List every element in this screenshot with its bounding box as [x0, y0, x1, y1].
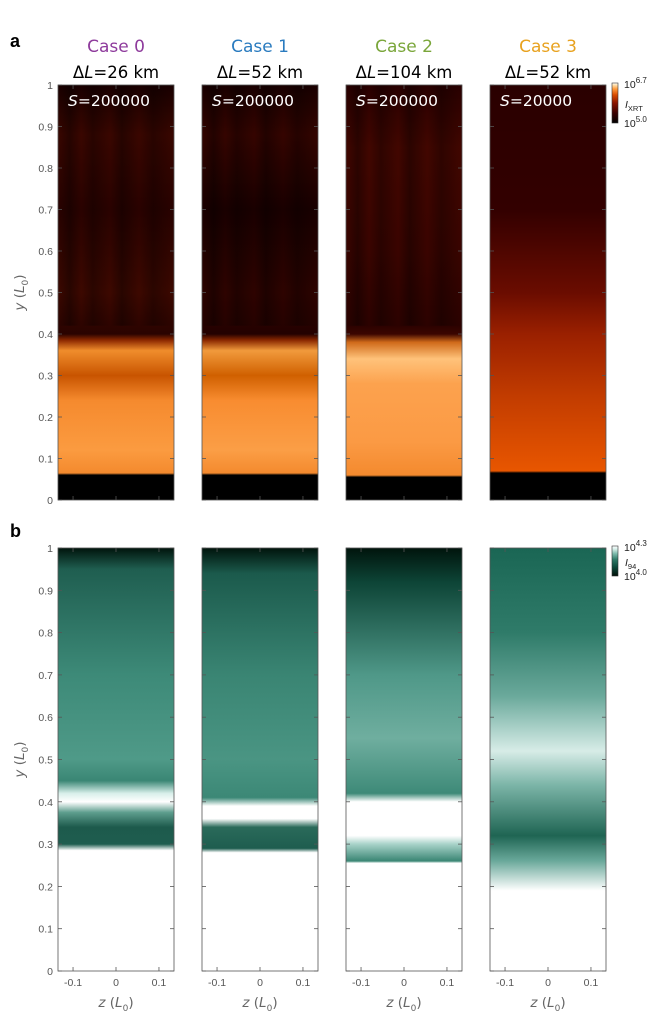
x-axis-label: z (L0): [529, 995, 565, 1014]
delta-l-label: ΔL=26 km: [73, 63, 159, 82]
loop-streaks: [202, 85, 318, 326]
x-tick-label: 0: [401, 977, 407, 989]
intensity-map: [202, 548, 318, 971]
colorbar-max-label: 104.3: [624, 539, 647, 554]
x-tick-label: 0.1: [440, 977, 455, 989]
y-tick-label: 0.3: [38, 839, 53, 851]
y-tick-label: 0.4: [38, 329, 53, 341]
x-tick-label: -0.1: [496, 977, 514, 989]
x-tick-label: -0.1: [64, 977, 82, 989]
y-tick-label: 0: [47, 495, 53, 507]
colorbar-min-label: 105.0: [624, 115, 647, 130]
intensity-map: [490, 548, 606, 971]
y-tick-label: 0.5: [38, 755, 53, 767]
colorbar-min-label: 104.0: [624, 568, 647, 583]
y-tick-label: 0.7: [38, 205, 53, 217]
y-tick-label: 0.7: [38, 670, 53, 682]
y-axis-label: y (L0): [12, 274, 31, 311]
y-tick-label: 0.2: [38, 881, 53, 893]
loop-streaks: [58, 85, 174, 326]
y-tick-label: 0.4: [38, 797, 53, 809]
y-tick-label: 0.8: [38, 628, 53, 640]
colorbar: [611, 545, 619, 577]
colorbar-title: IXRT: [625, 99, 643, 113]
y-tick-label: 0.6: [38, 246, 53, 258]
x-tick-label: 0: [257, 977, 263, 989]
lundquist-label: S=200000: [68, 92, 150, 110]
delta-l-label: ΔL=52 km: [505, 63, 591, 82]
intensity-map: [490, 85, 606, 500]
panel-letter: a: [10, 31, 21, 51]
y-axis-label: y (L0): [12, 741, 31, 778]
y-tick-label: 0.2: [38, 412, 53, 424]
y-tick-label: 0.8: [38, 163, 53, 175]
y-tick-label: 0.5: [38, 288, 53, 300]
x-tick-label: 0.1: [152, 977, 167, 989]
lundquist-label: S=20000: [500, 92, 572, 110]
panel-letter: b: [10, 521, 21, 541]
delta-l-label: ΔL=104 km: [356, 63, 453, 82]
x-axis-label: z (L0): [97, 995, 133, 1014]
x-tick-label: 0: [113, 977, 119, 989]
x-tick-label: 0.1: [584, 977, 599, 989]
delta-l-label: ΔL=52 km: [217, 63, 303, 82]
case-title: Case 3: [519, 37, 577, 57]
y-tick-label: 0.1: [38, 924, 53, 936]
y-tick-label: 0.1: [38, 454, 53, 466]
colorbar: [611, 82, 619, 124]
lundquist-label: S=200000: [356, 92, 438, 110]
y-tick-label: 0.3: [38, 371, 53, 383]
x-tick-label: -0.1: [352, 977, 370, 989]
intensity-map: [58, 548, 174, 971]
figure-layer: a 0 0.1 0.2 0.3 0.4 0.5 0.6 0.7 0.8 0.9 1 y (L0) 106.…: [10, 31, 647, 1014]
colorbar-title: I94: [625, 557, 636, 571]
x-axis-label: z (L0): [241, 995, 277, 1014]
y-tick-label: 0: [47, 966, 53, 978]
y-tick-label: 0.9: [38, 585, 53, 597]
case-title: Case 1: [231, 37, 289, 57]
y-tick-label: 1: [47, 543, 53, 555]
x-tick-label: 0.1: [296, 977, 311, 989]
case-title: Case 2: [375, 37, 433, 57]
case-title: Case 0: [87, 37, 145, 57]
loop-streaks: [346, 85, 462, 326]
lundquist-label: S=200000: [212, 92, 294, 110]
colorbar-max-label: 106.7: [624, 76, 647, 91]
y-tick-label: 0.6: [38, 712, 53, 724]
x-tick-label: 0: [545, 977, 551, 989]
x-tick-label: -0.1: [208, 977, 226, 989]
x-axis-label: z (L0): [385, 995, 421, 1014]
y-tick-label: 0.9: [38, 122, 53, 134]
intensity-map: [346, 548, 462, 971]
y-tick-label: 1: [47, 80, 53, 92]
